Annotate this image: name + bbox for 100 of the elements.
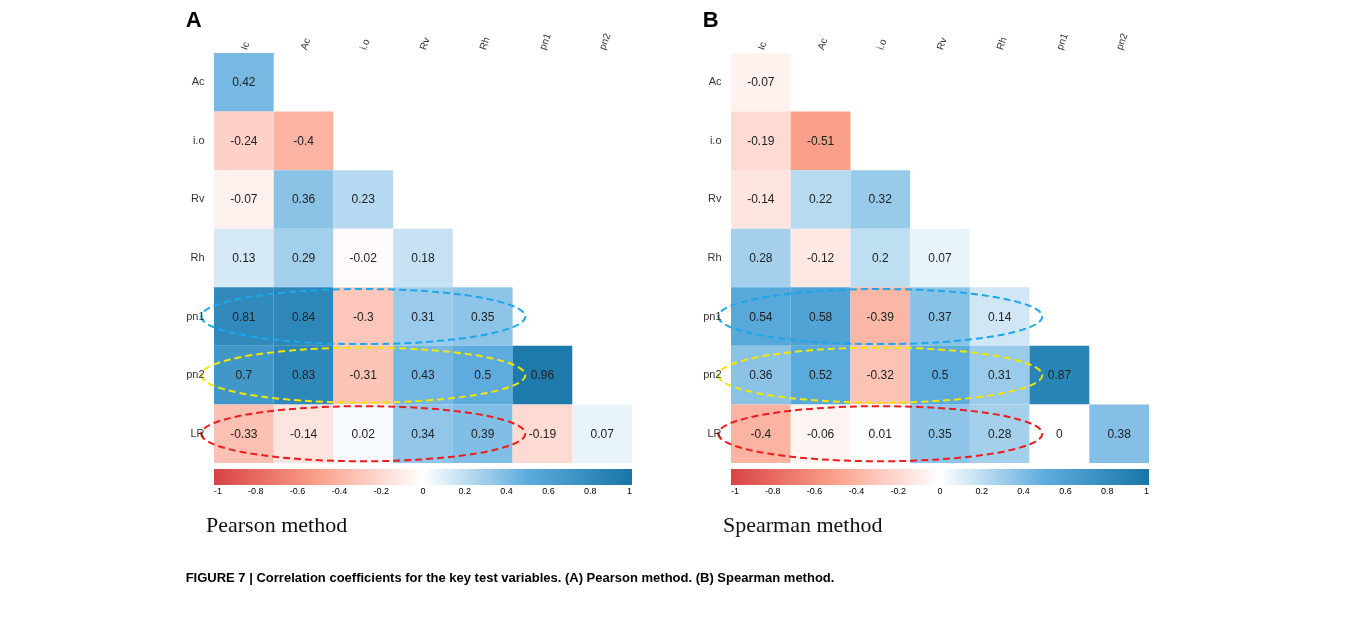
x-tick-label: Ic: [755, 40, 769, 52]
data-label: 0.32: [868, 192, 893, 207]
color-bar-label: 0.6: [1059, 486, 1072, 496]
data-label: -0.39: [866, 309, 895, 324]
y-tick-label: i.o: [709, 133, 722, 146]
color-bar-label: -0.2: [890, 486, 906, 496]
data-label: 0.01: [868, 426, 893, 441]
color-bar-label: 0.2: [458, 486, 472, 496]
data-label: 0.13: [232, 251, 256, 265]
data-label: 0.28: [988, 426, 1012, 441]
color-bar-label: 1: [626, 486, 632, 496]
color-bar-label: -0.8: [765, 486, 781, 496]
data-label: 0.43: [411, 368, 435, 383]
data-label: 0.18: [411, 251, 435, 265]
data-label: -0.51: [806, 133, 835, 148]
x-tick-label: i.o: [357, 37, 372, 52]
data-label: -0.02: [349, 251, 378, 265]
data-label: 0.23: [351, 192, 376, 207]
y-tick-label: LR: [707, 426, 722, 439]
data-label: 0.37: [928, 309, 952, 324]
data-label: -0.24: [230, 133, 258, 148]
data-label: -0.07: [230, 192, 258, 207]
color-bar-label: 0.4: [500, 486, 513, 496]
data-label: 0.14: [988, 309, 1012, 324]
data-label: -0.19: [528, 426, 557, 441]
data-label: 0.38: [1107, 426, 1132, 441]
y-tick-label: Rh: [707, 251, 722, 263]
chart-title: A: [185, 6, 202, 32]
color-bar-label: -0.6: [289, 486, 306, 496]
y-tick-label: Rv: [191, 192, 205, 205]
data-label: -0.33: [230, 426, 258, 441]
data-label: 0.28: [749, 251, 773, 265]
x-tick-label: Ic: [238, 40, 252, 52]
data-label: -0.4: [750, 426, 772, 441]
color-bar-label: -1: [214, 486, 223, 496]
data-label: 0.7: [235, 368, 253, 383]
y-tick-label: Ac: [191, 75, 205, 88]
data-label: 0.31: [411, 309, 435, 324]
x-tick-label: pn2: [1113, 31, 1130, 52]
x-tick-label: Ac: [814, 36, 830, 52]
color-bar-label: 0.8: [583, 486, 597, 496]
data-label: -0.3: [352, 309, 374, 324]
data-label: 0.96: [530, 368, 555, 383]
data-label: 0: [1056, 426, 1064, 441]
y-tick-label: pn1: [703, 309, 722, 322]
color-bar-label: 0.8: [1100, 486, 1114, 496]
x-tick-label: Rv: [934, 35, 949, 52]
data-label: 0.07: [590, 426, 615, 441]
data-label: 0.39: [471, 426, 495, 441]
data-label: 0.34: [411, 426, 435, 441]
x-tick-label: Rv: [417, 35, 432, 52]
data-label: -0.31: [349, 368, 378, 383]
data-label: 0.58: [808, 309, 833, 324]
data-label: -0.07: [747, 75, 775, 90]
x-tick-label: Ac: [297, 36, 313, 52]
color-bar-label: -0.6: [806, 486, 823, 496]
data-label: -0.4: [293, 133, 315, 148]
x-tick-label: i.o: [874, 37, 889, 52]
color-bar-label: -0.2: [373, 486, 389, 496]
text: Spearman method: [723, 512, 883, 537]
data-label: 0.42: [232, 75, 256, 90]
color-bar-label: 0.2: [975, 486, 989, 496]
data-label: 0.35: [928, 426, 952, 441]
color-bar-label: 1: [1143, 486, 1149, 496]
color-bar-label: -0.4: [331, 486, 348, 496]
color-bar-label: 0: [420, 486, 426, 496]
data-label: 0.54: [749, 309, 773, 324]
y-tick-label: Rh: [190, 251, 205, 263]
y-tick-label: pn2: [186, 368, 205, 381]
data-label: -0.32: [866, 368, 895, 383]
color-bar-label: 0.6: [542, 486, 555, 496]
y-tick-label: LR: [190, 426, 205, 439]
data-label: 0.5: [931, 368, 949, 383]
data-label: 0.52: [808, 368, 833, 383]
data-label: 0.36: [291, 192, 316, 207]
x-tick-label: pn1: [1053, 31, 1070, 52]
color-bar-label: 0: [937, 486, 943, 496]
data-label: -0.19: [747, 133, 775, 148]
x-tick-label: Rh: [994, 35, 1009, 52]
data-label: -0.14: [289, 426, 318, 441]
caption: FIGURE 7 | Correlation coefficients for the key test variables. (A) Pearson method. (B) Spearman method.: [185, 570, 835, 585]
y-tick-label: pn2: [703, 368, 722, 381]
color-bar-label: -0.8: [248, 486, 264, 496]
data-label: 0.5: [474, 368, 492, 383]
data-label: -0.12: [806, 251, 835, 265]
data-label: 0.02: [351, 426, 376, 441]
y-tick-label: Ac: [708, 75, 722, 88]
data-label: 0.07: [928, 251, 952, 265]
x-tick-label: Rh: [477, 35, 492, 52]
color-bar-label: -1: [731, 486, 740, 496]
data-label: 0.35: [471, 309, 495, 324]
x-tick-label: pn2: [596, 31, 613, 52]
color-bar-label: -0.4: [848, 486, 865, 496]
data-label: 0.83: [291, 368, 316, 383]
y-tick-label: i.o: [192, 133, 205, 146]
data-label: 0.84: [291, 309, 316, 324]
data-label: 0.22: [808, 192, 833, 207]
data-label: 0.2: [871, 251, 889, 265]
data-label: 0.29: [291, 251, 316, 265]
data-label: 0.31: [988, 368, 1012, 383]
